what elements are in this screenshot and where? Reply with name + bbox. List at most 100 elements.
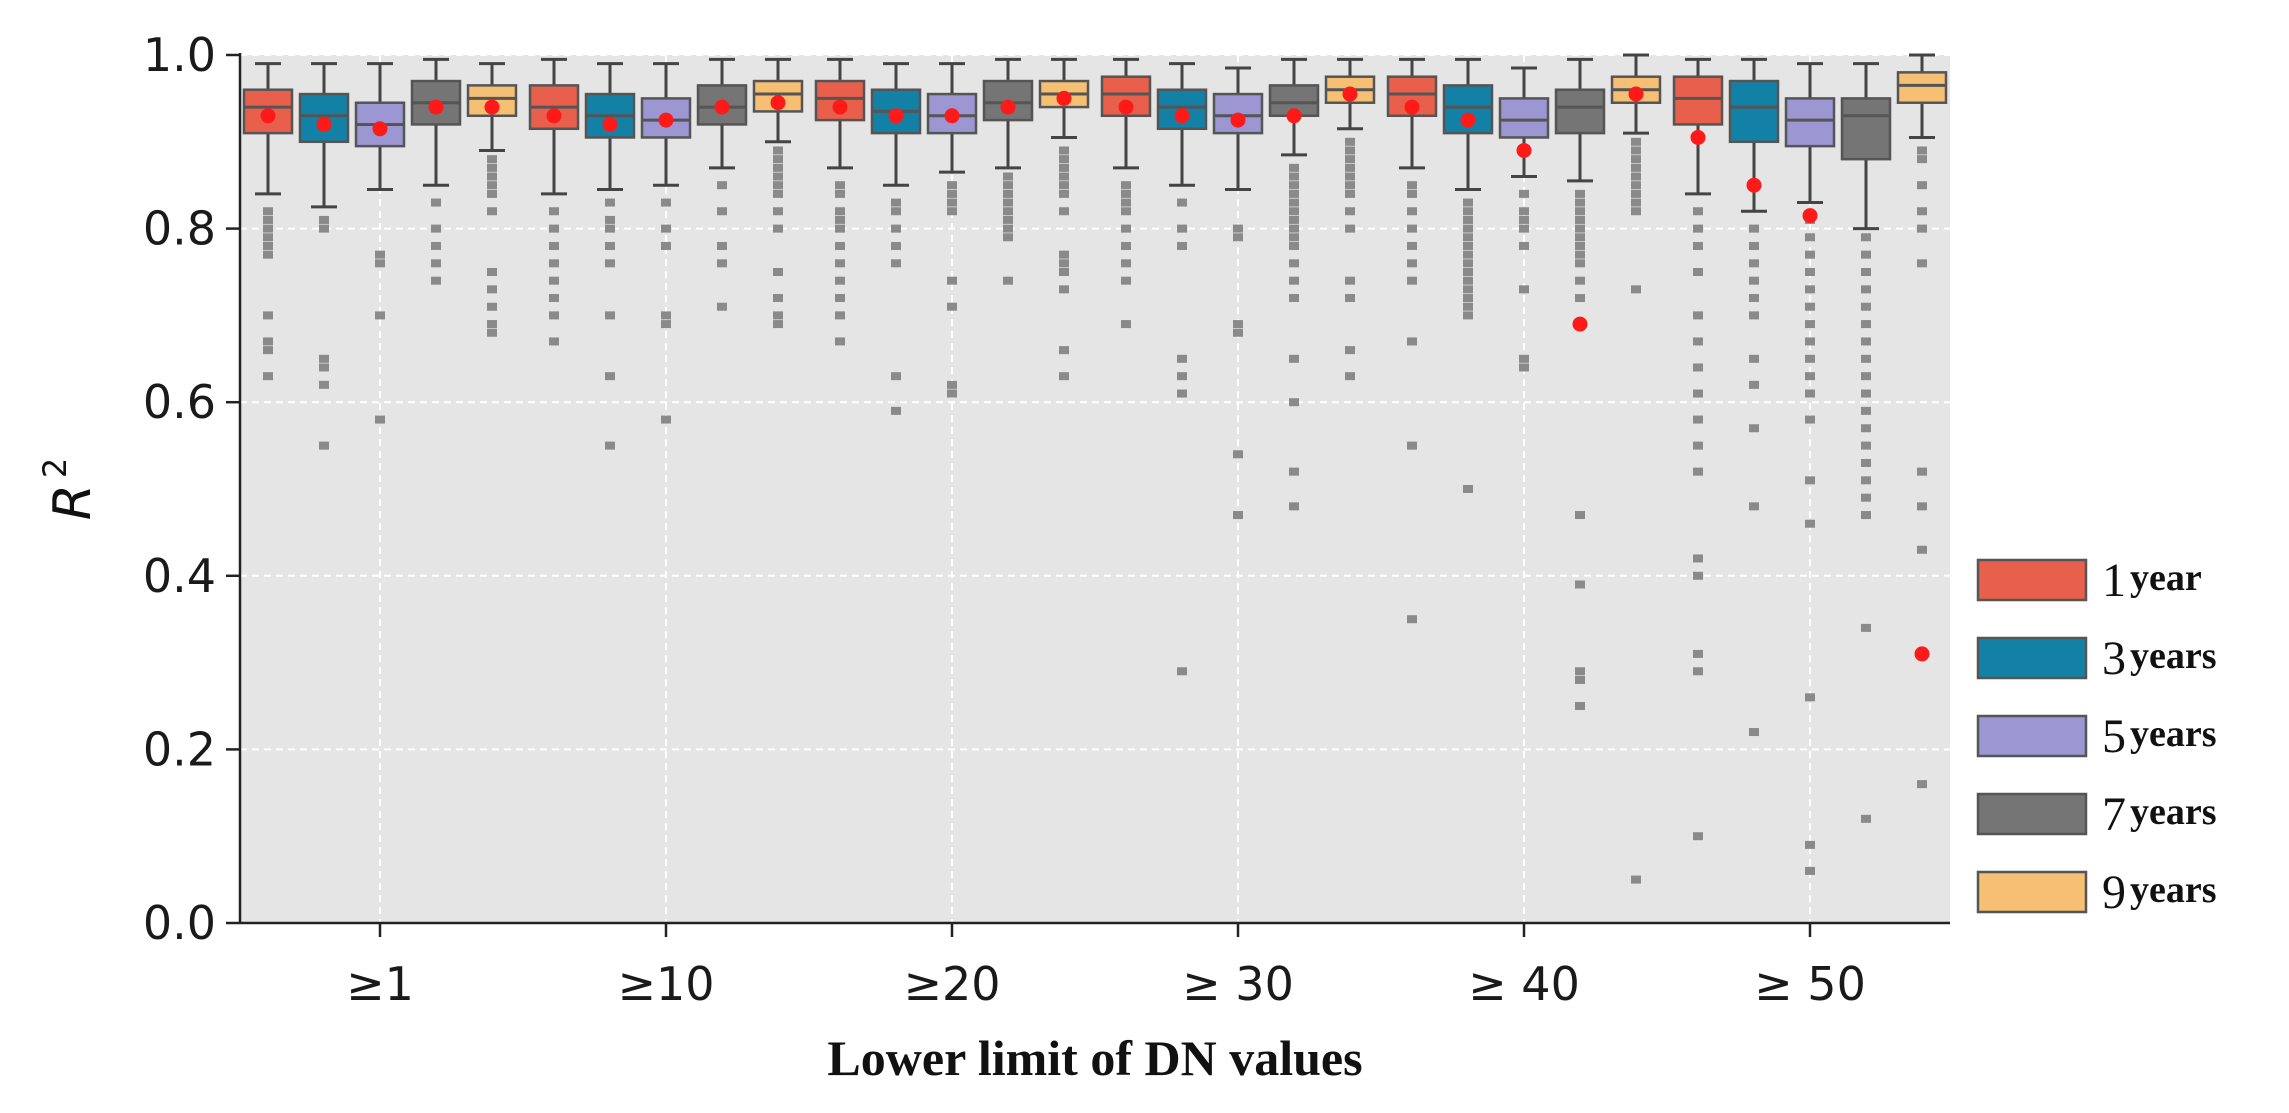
outlier-point xyxy=(1289,207,1299,216)
outlier-point xyxy=(1749,311,1759,320)
outlier-point xyxy=(835,276,845,285)
outlier-point xyxy=(1749,294,1759,303)
outlier-point xyxy=(1805,354,1815,363)
outlier-point xyxy=(375,250,385,259)
plot-background xyxy=(240,55,1950,923)
mean-marker xyxy=(602,116,618,132)
outlier-point xyxy=(1575,233,1585,242)
legend-label-number: 1 xyxy=(2102,554,2126,607)
outlier-point xyxy=(1289,398,1299,407)
mean-marker xyxy=(372,121,388,137)
outlier-point xyxy=(1289,233,1299,242)
box-3-years-2 xyxy=(584,62,636,450)
box-series xyxy=(242,53,1948,884)
outlier-point xyxy=(947,389,957,398)
outlier-point xyxy=(1345,137,1355,146)
outlier-point xyxy=(1177,198,1187,207)
outlier-point xyxy=(1631,285,1641,294)
legend-label-number: 9 xyxy=(2102,866,2126,919)
outlier-point xyxy=(1519,241,1529,250)
outlier-point xyxy=(1233,450,1243,459)
legend-label-word: years xyxy=(2130,635,2217,677)
outlier-point xyxy=(1575,259,1585,268)
outlier-point xyxy=(431,241,441,250)
outlier-point xyxy=(1631,189,1641,198)
outlier-point xyxy=(431,224,441,233)
outlier-point xyxy=(1805,372,1815,381)
legend-swatch xyxy=(1976,792,2088,836)
outlier-point xyxy=(1289,215,1299,224)
outlier-point xyxy=(1575,702,1585,710)
outlier-point xyxy=(1917,502,1927,511)
outlier-point xyxy=(1805,268,1815,276)
outlier-point xyxy=(1463,198,1473,207)
outlier-point xyxy=(835,337,845,346)
outlier-point xyxy=(1463,294,1473,303)
outlier-point xyxy=(1519,285,1529,294)
outlier-point xyxy=(1693,832,1703,841)
outlier-point xyxy=(1233,328,1243,337)
legend-swatch xyxy=(1976,636,2088,680)
outlier-point xyxy=(487,207,497,216)
outlier-point xyxy=(1749,380,1759,389)
outlier-point xyxy=(1059,155,1069,164)
outlier-point xyxy=(661,224,671,233)
outlier-point xyxy=(1059,189,1069,198)
legend-swatch xyxy=(1976,714,2088,758)
outlier-point xyxy=(1003,172,1013,181)
outlier-point xyxy=(1059,163,1069,172)
outlier-point xyxy=(1407,259,1417,268)
outlier-point xyxy=(1463,276,1473,285)
outlier-point xyxy=(487,172,497,181)
outlier-point xyxy=(1805,302,1815,311)
outlier-point xyxy=(1463,485,1473,493)
outlier-point xyxy=(263,215,273,224)
x-tick-label: ≥ 40 xyxy=(1468,957,1580,1011)
mean-marker xyxy=(1460,112,1476,128)
outlier-point xyxy=(1345,146,1355,155)
outlier-point xyxy=(773,172,783,181)
outlier-point xyxy=(835,259,845,268)
mean-marker xyxy=(1404,99,1420,115)
outlier-point xyxy=(1693,224,1703,233)
outlier-point xyxy=(1345,346,1355,355)
legend-label-number: 3 xyxy=(2102,632,2126,685)
outlier-point xyxy=(1693,241,1703,250)
mean-marker xyxy=(1690,129,1706,145)
outlier-point xyxy=(1693,554,1703,563)
outlier-point xyxy=(1575,294,1585,303)
outlier-point xyxy=(947,181,957,190)
outlier-point xyxy=(661,415,671,424)
outlier-point xyxy=(319,441,329,450)
outlier-point xyxy=(1805,285,1815,294)
outlier-point xyxy=(835,181,845,190)
mean-marker xyxy=(428,99,444,115)
outlier-point xyxy=(1407,181,1417,190)
outlier-point xyxy=(1003,198,1013,207)
outlier-point xyxy=(1693,389,1703,398)
outlier-point xyxy=(1407,207,1417,216)
outlier-point xyxy=(773,224,783,233)
box-1-year-1 xyxy=(242,62,294,381)
outlier-point xyxy=(605,215,615,224)
outlier-point xyxy=(1805,233,1815,242)
outlier-point xyxy=(661,311,671,320)
outlier-point xyxy=(263,233,273,242)
outlier-point xyxy=(1575,189,1585,198)
outlier-point xyxy=(1463,224,1473,233)
box-1-year-6 xyxy=(1672,57,1724,841)
outlier-point xyxy=(487,302,497,311)
outlier-point xyxy=(1693,441,1703,450)
outlier-point xyxy=(263,224,273,233)
box-3-years-3 xyxy=(870,62,922,415)
iqr-box xyxy=(298,92,350,144)
outlier-point xyxy=(1345,189,1355,198)
box-5-years-5 xyxy=(1498,66,1550,372)
outlier-point xyxy=(1861,814,1871,823)
outlier-point xyxy=(1463,207,1473,216)
outlier-point xyxy=(717,302,727,311)
outlier-point xyxy=(1805,476,1815,485)
outlier-point xyxy=(1749,224,1759,233)
mean-marker xyxy=(888,108,904,124)
